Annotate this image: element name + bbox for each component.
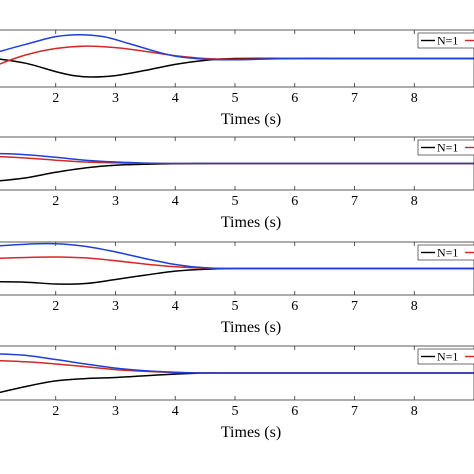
x-tick-label: 2 <box>52 91 59 106</box>
legend: N=1 <box>417 244 474 261</box>
x-tick-label: 5 <box>231 299 238 314</box>
x-tick-label: 6 <box>291 404 298 419</box>
legend-entry-1: N=1 <box>437 34 458 48</box>
x-tick-label: 3 <box>112 194 119 209</box>
x-axis-label: Times (s) <box>221 111 281 128</box>
x-axis-label: Times (s) <box>221 214 281 231</box>
plot-frame <box>0 136 474 191</box>
x-tick-label: 3 <box>112 91 119 106</box>
x-tick-label: 4 <box>172 91 179 106</box>
x-tick-label: 8 <box>411 404 418 419</box>
series-line-1 <box>0 267 474 285</box>
x-tick-label: 8 <box>411 91 418 106</box>
legend-box <box>417 348 474 365</box>
x-tick-label: 2 <box>52 194 59 209</box>
series-line-3 <box>0 242 474 270</box>
x-tick-label: 7 <box>351 194 358 209</box>
legend: N=1 <box>417 348 474 365</box>
plot-frame <box>0 29 474 88</box>
plot-frame <box>0 241 474 296</box>
x-tick-label: 6 <box>291 194 298 209</box>
x-tick-label: 7 <box>351 404 358 419</box>
legend-box <box>417 244 474 261</box>
x-tick-label: 8 <box>411 194 418 209</box>
x-axis-label: Times (s) <box>221 319 281 336</box>
legend: N=1 <box>417 139 474 156</box>
series-line-1 <box>0 162 474 182</box>
x-tick-label: 6 <box>291 299 298 314</box>
x-tick-label: 7 <box>351 91 358 106</box>
x-tick-label: 6 <box>291 91 298 106</box>
legend-entry-1: N=1 <box>437 246 458 260</box>
x-tick-label: 3 <box>112 404 119 419</box>
legend-box <box>417 32 474 49</box>
plot-frame <box>0 345 474 401</box>
x-tick-label: 5 <box>231 404 238 419</box>
legend-entry-1: N=1 <box>437 141 458 155</box>
x-tick-label: 8 <box>411 299 418 314</box>
series-line-3 <box>0 353 474 374</box>
x-tick-label: 3 <box>112 299 119 314</box>
legend-box <box>417 139 474 156</box>
x-tick-label: 7 <box>351 299 358 314</box>
x-tick-label: 5 <box>231 194 238 209</box>
x-tick-label: 5 <box>231 91 238 106</box>
series-line-2 <box>0 155 474 165</box>
series-line-2 <box>0 256 474 270</box>
x-tick-label: 2 <box>52 299 59 314</box>
series-line-3 <box>0 152 474 165</box>
series-line-3 <box>0 33 474 61</box>
series-line-1 <box>0 372 474 394</box>
x-tick-label: 4 <box>172 299 179 314</box>
legend: N=1 <box>417 32 474 49</box>
x-tick-label: 2 <box>52 404 59 419</box>
legend-entry-1: N=1 <box>437 350 458 364</box>
x-tick-label: 4 <box>172 404 179 419</box>
x-tick-label: 4 <box>172 194 179 209</box>
x-axis-label: Times (s) <box>221 424 281 441</box>
